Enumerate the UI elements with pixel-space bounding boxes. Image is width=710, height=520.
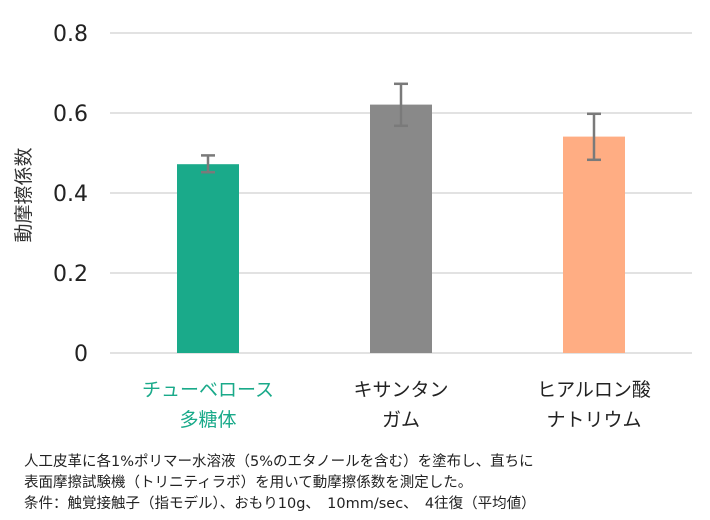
category-label-3-line-1: ヒアルロン酸 — [537, 379, 651, 401]
y-tick-label: 0.6 — [53, 102, 88, 127]
bars — [177, 104, 625, 353]
bar-2 — [370, 104, 432, 353]
error-bar-2 — [394, 82, 408, 128]
category-label-2-line-2: ガム — [382, 409, 420, 431]
y-tick-label: 0 — [74, 342, 88, 367]
error-bars — [201, 82, 601, 174]
footnote: 人工皮革に各1%ポリマー水溶液（5%のエタノールを含む）を塗布し、直ちに 表面摩… — [24, 452, 694, 515]
y-tick-label: 0.8 — [53, 22, 88, 47]
y-tick-label: 0.4 — [53, 182, 88, 207]
category-label-1-line-2: 多糖体 — [179, 409, 236, 431]
y-tick-label: 0.2 — [53, 262, 88, 287]
error-bar-3 — [587, 112, 601, 162]
footnote-line-1: 人工皮革に各1%ポリマー水溶液（5%のエタノールを含む）を塗布し、直ちに — [24, 454, 534, 470]
y-axis-label: 動摩擦係数 — [13, 147, 35, 242]
footnote-line-2: 表面摩擦試験機（トリニティラボ）を用いて動摩擦係数を測定した。 — [24, 475, 473, 491]
category-label-1-line-1: チューベロース — [142, 379, 274, 401]
error-bar-1 — [201, 154, 215, 174]
bar-1 — [177, 164, 239, 353]
y-axis-ticks: 0 0.2 0.4 0.6 0.8 — [53, 22, 88, 367]
category-label-2-line-1: キサンタン — [353, 379, 448, 401]
footnote-line-3: 条件：触覚接触子（指モデル）、おもり10g、 10mm/sec、 4往復（平均値… — [24, 496, 536, 512]
bar-3 — [563, 136, 625, 353]
category-label-3-line-2: ナトリウム — [546, 409, 641, 431]
